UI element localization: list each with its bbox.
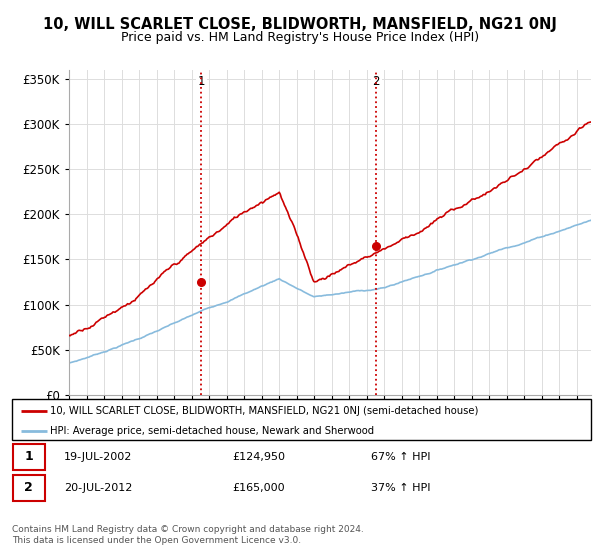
FancyBboxPatch shape — [13, 445, 45, 470]
FancyBboxPatch shape — [13, 475, 45, 501]
Text: 1: 1 — [197, 75, 205, 88]
Text: HPI: Average price, semi-detached house, Newark and Sherwood: HPI: Average price, semi-detached house,… — [50, 426, 374, 436]
Text: 20-JUL-2012: 20-JUL-2012 — [64, 483, 133, 493]
Text: 37% ↑ HPI: 37% ↑ HPI — [371, 483, 430, 493]
Text: 1: 1 — [25, 450, 33, 464]
Text: Price paid vs. HM Land Registry's House Price Index (HPI): Price paid vs. HM Land Registry's House … — [121, 31, 479, 44]
Text: 19-JUL-2002: 19-JUL-2002 — [64, 452, 133, 462]
Text: £165,000: £165,000 — [232, 483, 284, 493]
Text: 2: 2 — [25, 481, 33, 494]
Text: 10, WILL SCARLET CLOSE, BLIDWORTH, MANSFIELD, NG21 0NJ (semi-detached house): 10, WILL SCARLET CLOSE, BLIDWORTH, MANSF… — [50, 405, 478, 416]
FancyBboxPatch shape — [12, 399, 591, 440]
Text: Contains HM Land Registry data © Crown copyright and database right 2024.
This d: Contains HM Land Registry data © Crown c… — [12, 525, 364, 545]
Text: 67% ↑ HPI: 67% ↑ HPI — [371, 452, 430, 462]
Text: 10, WILL SCARLET CLOSE, BLIDWORTH, MANSFIELD, NG21 0NJ: 10, WILL SCARLET CLOSE, BLIDWORTH, MANSF… — [43, 17, 557, 32]
Text: 2: 2 — [373, 75, 380, 88]
Text: £124,950: £124,950 — [232, 452, 285, 462]
